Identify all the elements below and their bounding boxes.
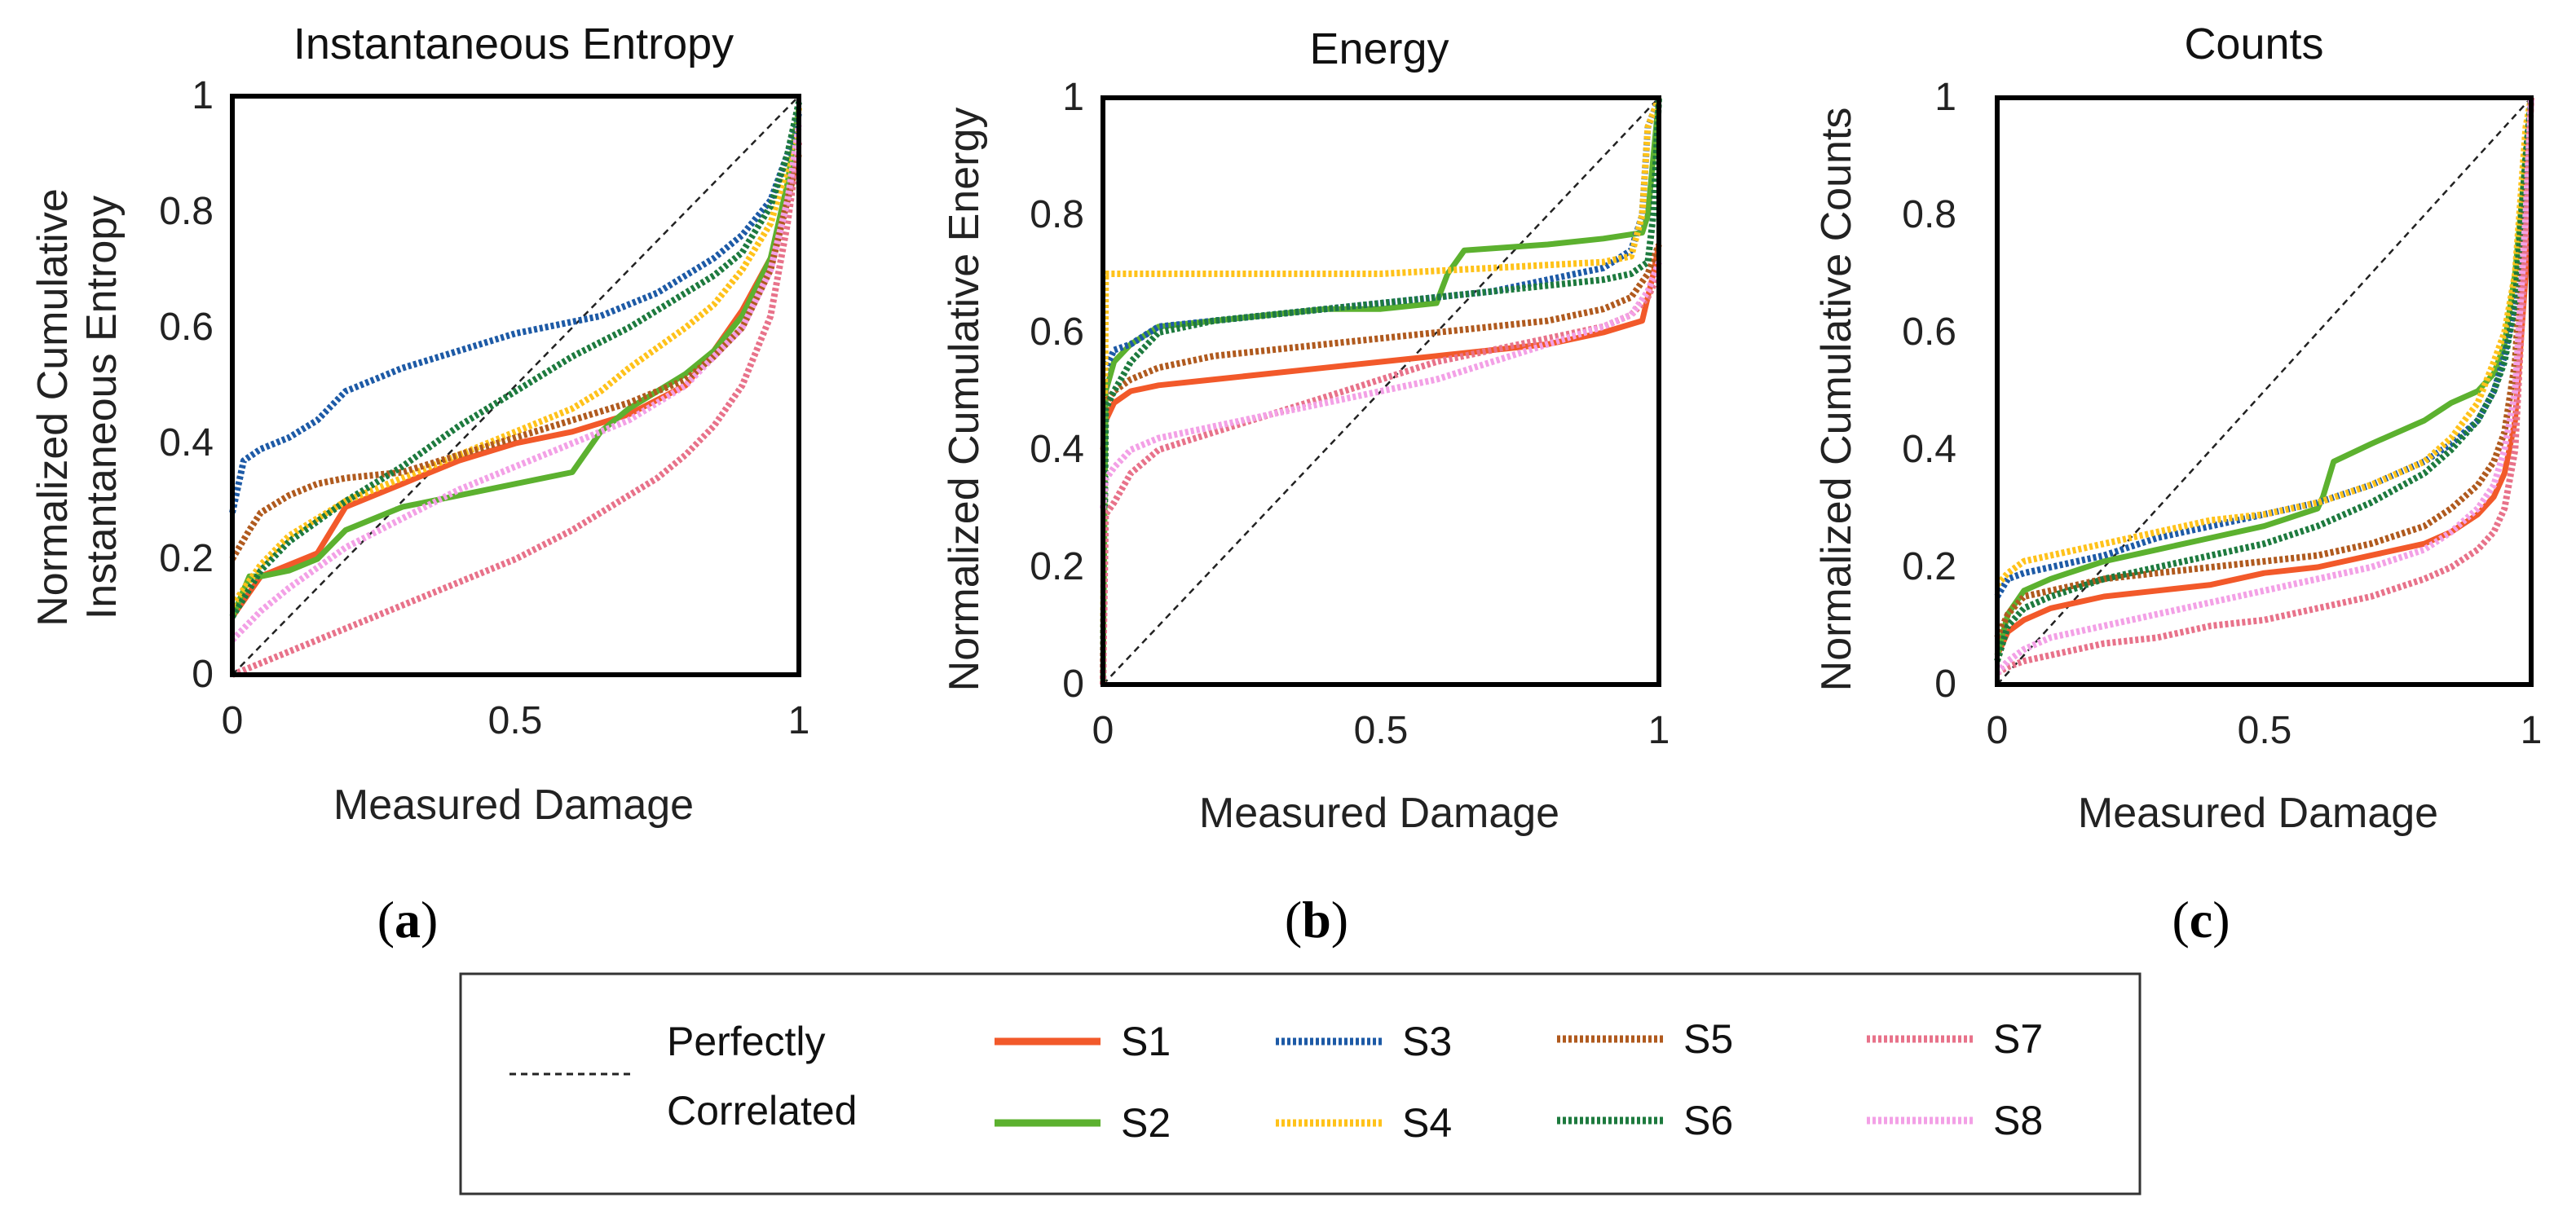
- x-axis-label: Measured Damage: [333, 782, 694, 829]
- x-axis-label: Measured Damage: [2078, 790, 2438, 837]
- y-tick-label: 0.2: [1902, 545, 1956, 588]
- y-tick-label: 0.4: [1902, 428, 1956, 471]
- panel-label-c: (c): [2172, 891, 2230, 949]
- series-line-s8: [1100, 261, 1662, 509]
- series-line-s6: [229, 101, 802, 619]
- x-ticks: 0 0.5 1: [1987, 709, 2543, 752]
- x-tick-label: 0.5: [1354, 709, 1409, 752]
- panel-c: Counts Normalized Cumulative Counts Meas…: [1813, 20, 2542, 949]
- series-line-s4: [1995, 97, 2534, 588]
- series-line-s5: [1994, 97, 2534, 640]
- series-line-s8: [230, 124, 802, 643]
- y-tick-label: 0.4: [159, 421, 214, 465]
- y-axis-label: Normalized Cumulative: [29, 188, 77, 627]
- legend-label-s5: S5: [1683, 1016, 1733, 1062]
- plot-frame: [1101, 95, 1661, 687]
- chart-title: Counts: [2184, 20, 2323, 68]
- panel-label-b: (b): [1285, 891, 1348, 949]
- series-line-s1: [1100, 244, 1662, 451]
- series-line-s1: [1994, 97, 2534, 657]
- series-line-diagonal: [1996, 97, 2532, 685]
- legend-label-s2: S2: [1121, 1100, 1171, 1146]
- series-line-diagonal: [232, 95, 800, 676]
- x-axis-label: Measured Damage: [1199, 790, 1559, 837]
- legend-label-s1: S1: [1121, 1019, 1171, 1064]
- legend-label-s3: S3: [1402, 1019, 1452, 1064]
- series-line-s4: [229, 107, 802, 608]
- x-tick-label: 0.5: [2238, 709, 2292, 752]
- y-tick-label: 0.8: [1902, 193, 1956, 236]
- x-ticks: 0 0.5 1: [222, 699, 810, 742]
- series-line-s5: [1100, 243, 1662, 685]
- y-tick-label: 1: [1062, 76, 1084, 119]
- series-line-s5: [229, 153, 802, 561]
- plot-frame: [230, 94, 801, 677]
- legend-label-s4: S4: [1402, 1100, 1452, 1146]
- y-tick-label: 0: [1062, 663, 1084, 706]
- y-tick-label: 0: [192, 653, 214, 696]
- legend: Perfectly Correlated S1 S2 S3 S4 S5 S6 S…: [459, 972, 2142, 1195]
- y-tick-label: 0.6: [159, 306, 214, 349]
- series-line-s6: [1100, 97, 1662, 685]
- x-tick-label: 1: [788, 699, 810, 742]
- series-line-s2: [1994, 97, 2534, 656]
- series-line-s4: [1100, 96, 1662, 685]
- chart-title: Instantaneous Entropy: [293, 20, 734, 68]
- legend-label-s6: S6: [1683, 1098, 1733, 1143]
- x-tick-label: 0.5: [488, 699, 543, 742]
- y-axis-label: Normalized Cumulative Energy: [941, 108, 988, 692]
- y-tick-label: 1: [1934, 76, 1956, 119]
- series-line-s2: [229, 107, 802, 619]
- plot-area: [1994, 97, 2534, 685]
- y-tick-label: 0.8: [159, 190, 214, 233]
- y-axis-label: Normalized Cumulative Counts: [1813, 108, 1860, 692]
- series-line-s6: [1994, 97, 2534, 663]
- plot-area: [229, 95, 802, 678]
- y-tick-label: 0.8: [1030, 193, 1084, 236]
- y-tick-label: 0.2: [1030, 545, 1084, 588]
- y-ticks: 0 0.2 0.4 0.6 0.8 1: [1902, 76, 1956, 706]
- series-line-s3: [1994, 97, 2534, 599]
- legend-label-s8: S8: [1993, 1098, 2043, 1143]
- chart-title: Energy: [1309, 24, 1449, 73]
- legend-label-perfectly-correlated: Correlated: [667, 1088, 857, 1134]
- series-line-s7: [1996, 97, 2534, 676]
- series-line-s8: [1995, 97, 2534, 676]
- x-tick-label: 0: [1987, 709, 2009, 752]
- y-ticks: 0 0.2 0.4 0.6 0.8 1: [159, 74, 214, 696]
- legend-box: [459, 972, 2142, 1195]
- x-tick-label: 1: [1648, 709, 1670, 752]
- plot-frame: [1995, 95, 2534, 687]
- y-tick-label: 0.4: [1030, 428, 1084, 471]
- series-line-s3: [229, 112, 802, 514]
- x-tick-label: 0: [222, 699, 244, 742]
- legend-label-perfectly-correlated: Perfectly: [667, 1019, 826, 1064]
- plot-area: [1100, 96, 1662, 685]
- y-tick-label: 0.6: [1030, 310, 1084, 354]
- y-tick-label: 0.6: [1902, 310, 1956, 354]
- x-ticks: 0 0.5 1: [1092, 709, 1670, 752]
- legend-label-s7: S7: [1993, 1016, 2043, 1062]
- y-tick-label: 0: [1934, 663, 1956, 706]
- y-tick-label: 0.2: [159, 537, 214, 580]
- y-axis-label: Instantaneous Entropy: [78, 196, 126, 619]
- series-line-s7: [231, 142, 802, 678]
- panel-b: Energy Normalized Cumulative Energy Meas…: [941, 24, 1670, 949]
- x-tick-label: 1: [2521, 709, 2543, 752]
- y-tick-label: 1: [192, 74, 214, 117]
- x-tick-label: 0: [1092, 709, 1114, 752]
- y-ticks: 0 0.2 0.4 0.6 0.8 1: [1030, 76, 1084, 706]
- panel-label-a: (a): [377, 891, 439, 949]
- panel-a: Instantaneous Entropy Normalized Cumulat…: [29, 20, 809, 949]
